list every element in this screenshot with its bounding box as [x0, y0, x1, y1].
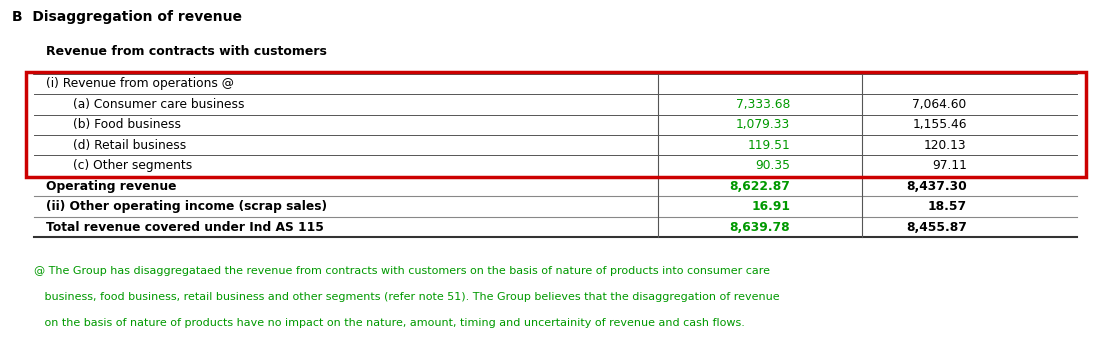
Text: 8,639.78: 8,639.78	[730, 221, 790, 234]
Text: 97.11: 97.11	[932, 159, 967, 172]
Text: 7,064.60: 7,064.60	[912, 98, 967, 111]
Text: Revenue from contracts with customers: Revenue from contracts with customers	[45, 45, 326, 59]
Text: 8,455.87: 8,455.87	[906, 221, 967, 234]
Text: 16.91: 16.91	[751, 200, 790, 213]
Text: (a) Consumer care business: (a) Consumer care business	[73, 98, 244, 111]
Text: (c) Other segments: (c) Other segments	[73, 159, 192, 172]
Text: 18.57: 18.57	[928, 200, 967, 213]
Text: 1,079.33: 1,079.33	[735, 118, 790, 131]
Text: 119.51: 119.51	[748, 139, 790, 152]
Text: Total revenue covered under Ind AS 115: Total revenue covered under Ind AS 115	[45, 221, 323, 234]
Text: (d) Retail business: (d) Retail business	[73, 139, 186, 152]
Text: 120.13: 120.13	[925, 139, 967, 152]
Text: 8,437.30: 8,437.30	[906, 180, 967, 193]
Text: 1,155.46: 1,155.46	[912, 118, 967, 131]
Text: @ The Group has disaggregataed the revenue from contracts with customers on the : @ The Group has disaggregataed the reven…	[34, 266, 771, 275]
Text: business, food business, retail business and other segments (refer note 51). The: business, food business, retail business…	[34, 292, 780, 302]
Text: B  Disaggregation of revenue: B Disaggregation of revenue	[12, 10, 242, 24]
Text: Operating revenue: Operating revenue	[45, 180, 176, 193]
Text: 90.35: 90.35	[755, 159, 790, 172]
Text: (i) Revenue from operations @: (i) Revenue from operations @	[45, 77, 233, 90]
Text: 7,333.68: 7,333.68	[735, 98, 790, 111]
Text: 8,622.87: 8,622.87	[729, 180, 790, 193]
Text: (ii) Other operating income (scrap sales): (ii) Other operating income (scrap sales…	[45, 200, 326, 213]
Text: on the basis of nature of products have no impact on the nature, amount, timing : on the basis of nature of products have …	[34, 318, 745, 328]
Text: (b) Food business: (b) Food business	[73, 118, 181, 131]
